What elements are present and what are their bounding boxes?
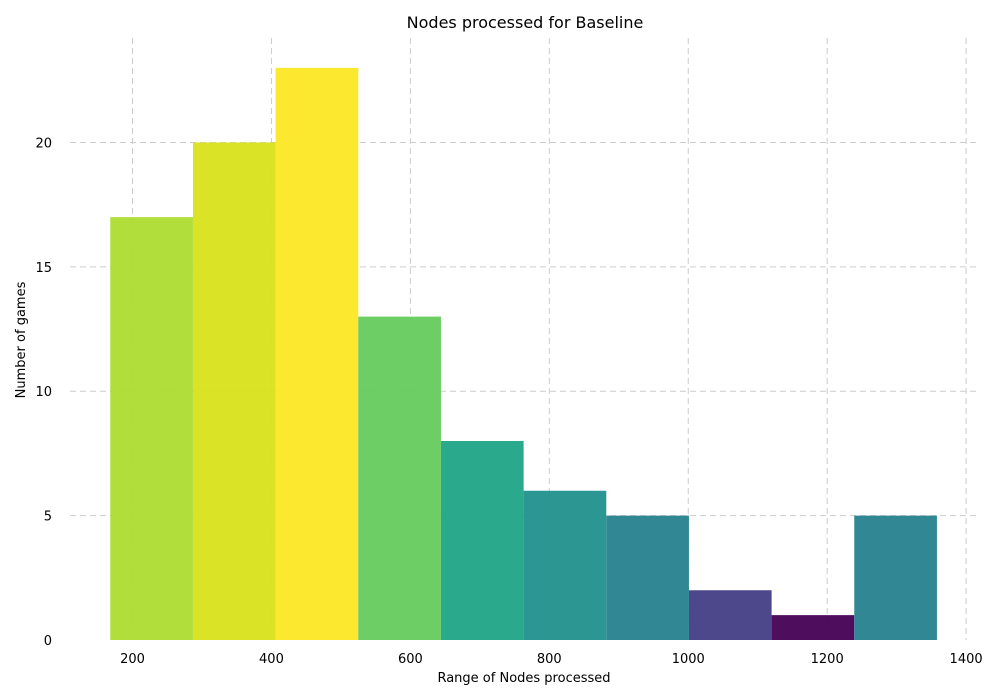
chart-title: Nodes processed for Baseline: [407, 13, 644, 32]
y-tick-15: 15: [35, 261, 52, 276]
bar-5: [523, 490, 607, 640]
y-tick-labels: 0 5 10 15 20: [35, 136, 52, 649]
bar-6: [606, 515, 689, 640]
bar-1: [192, 142, 276, 640]
y-tick-20: 20: [35, 136, 52, 151]
bar-7: [688, 590, 772, 640]
bar-8: [771, 615, 855, 640]
x-tick-1200: 1200: [811, 652, 844, 667]
x-tick-1400: 1400: [950, 652, 983, 667]
x-tick-labels: 200 400 600 800 1000 1200 1400: [120, 652, 983, 667]
x-tick-200: 200: [120, 652, 145, 667]
y-tick-0: 0: [44, 634, 52, 649]
bar-0: [110, 217, 193, 641]
x-tick-1000: 1000: [672, 652, 705, 667]
bar-2: [275, 67, 359, 640]
bar-3: [358, 316, 441, 640]
x-tick-400: 400: [259, 652, 284, 667]
bar-9: [854, 515, 937, 640]
y-tick-5: 5: [44, 510, 52, 525]
y-tick-10: 10: [35, 385, 52, 400]
x-axis-label: Range of Nodes processed: [437, 671, 610, 686]
y-axis-label: Number of games: [14, 281, 29, 398]
x-tick-600: 600: [398, 652, 423, 667]
x-tick-800: 800: [537, 652, 562, 667]
bar-4: [440, 440, 524, 640]
bars: [110, 67, 937, 641]
